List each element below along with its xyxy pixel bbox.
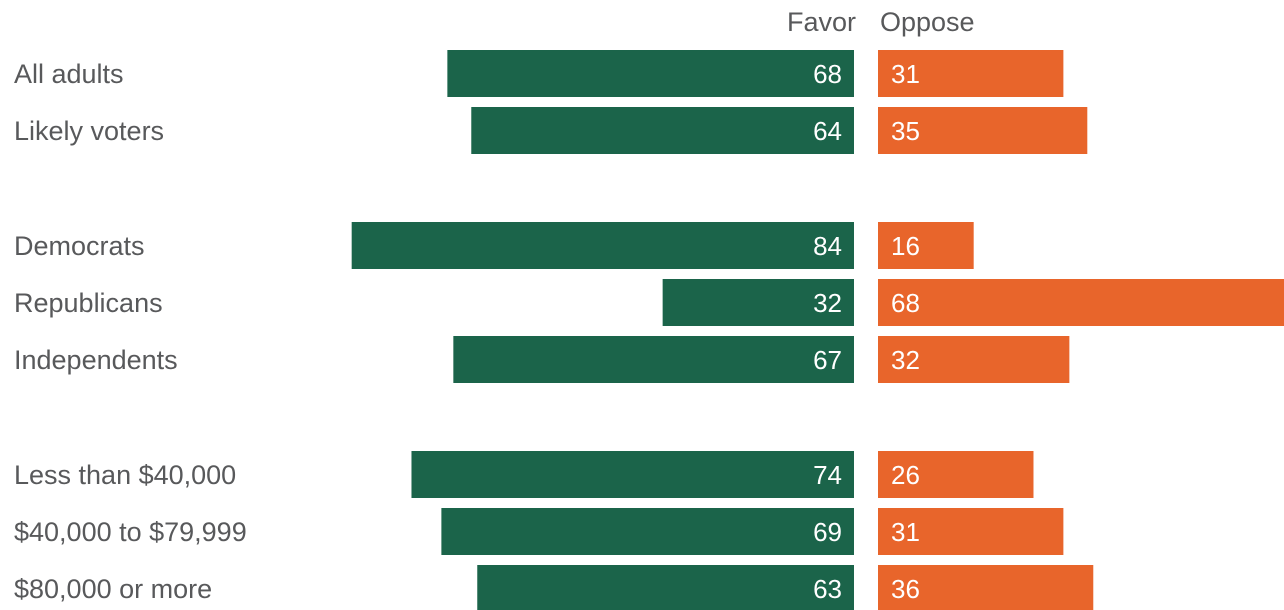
category-label-democrats: Democrats	[14, 231, 145, 261]
category-label-likely-voters: Likely voters	[14, 116, 164, 146]
category-label-independents: Independents	[14, 345, 178, 375]
bar-rows: All adults 68 31 Likely voters 64 35 Democrats…	[14, 50, 1284, 610]
oppose-bar-less-than-40-000	[878, 451, 1034, 498]
category-label-80-000-or-more: $80,000 or more	[14, 574, 212, 604]
oppose-value-democrats: 16	[891, 231, 920, 261]
oppose-column-header: Oppose	[880, 7, 975, 37]
oppose-value-likely-voters: 35	[891, 116, 920, 146]
favor-bar-less-than-40-000	[411, 451, 854, 498]
favor-column-header: Favor	[787, 7, 856, 37]
oppose-value-independents: 32	[891, 345, 920, 375]
favor-value-independents: 67	[813, 345, 842, 375]
oppose-bar-democrats	[878, 222, 974, 269]
category-label-40-000-to-79-999: $40,000 to $79,999	[14, 517, 247, 547]
favor-value-democrats: 84	[813, 231, 842, 261]
favor-bar-democrats	[351, 222, 854, 269]
favor-value-less-than-40-000: 74	[813, 460, 842, 490]
oppose-bar-all-adults	[878, 50, 1064, 97]
favor-bar-republicans	[662, 279, 854, 326]
oppose-bar-likely-voters	[878, 107, 1088, 154]
favor-bar-80-000-or-more	[477, 565, 854, 610]
favor-value-republicans: 32	[813, 288, 842, 318]
favor-bar-all-adults	[447, 50, 854, 97]
oppose-value-republicans: 68	[891, 288, 920, 318]
oppose-bar-republicans	[878, 279, 1284, 326]
oppose-bar-independents	[878, 336, 1070, 383]
oppose-value-40-000-to-79-999: 31	[891, 517, 920, 547]
favor-value-40-000-to-79-999: 69	[813, 517, 842, 547]
oppose-value-less-than-40-000: 26	[891, 460, 920, 490]
favor-value-likely-voters: 64	[813, 116, 842, 146]
oppose-value-all-adults: 31	[891, 59, 920, 89]
oppose-bar-40-000-to-79-999	[878, 508, 1064, 555]
oppose-bar-80-000-or-more	[878, 565, 1094, 610]
favor-bar-likely-voters	[471, 107, 854, 154]
favor-bar-40-000-to-79-999	[441, 508, 854, 555]
oppose-value-80-000-or-more: 36	[891, 574, 920, 604]
favor-bar-independents	[453, 336, 854, 383]
category-label-republicans: Republicans	[14, 288, 163, 318]
category-label-less-than-40-000: Less than $40,000	[14, 460, 236, 490]
favor-value-80-000-or-more: 63	[813, 574, 842, 604]
category-label-all-adults: All adults	[14, 59, 124, 89]
favor-value-all-adults: 68	[813, 59, 842, 89]
